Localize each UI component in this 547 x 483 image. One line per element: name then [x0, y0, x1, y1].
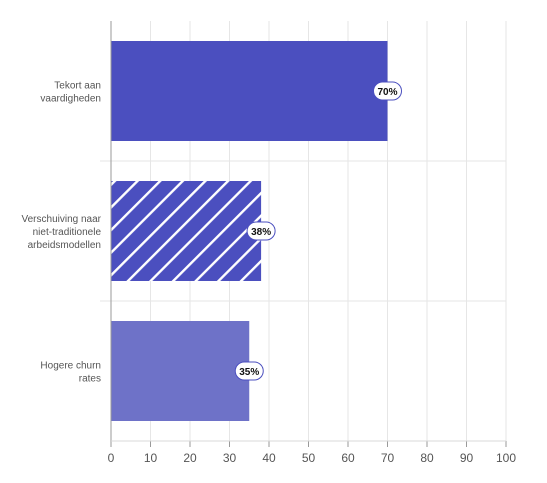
x-tick-label: 30	[223, 451, 237, 465]
bar	[111, 41, 388, 141]
category-label: Verschuiving naar niet-traditionele arbeid…	[22, 214, 102, 251]
x-tick-label: 20	[183, 451, 197, 465]
x-tick-label: 40	[262, 451, 276, 465]
x-tick-label: 90	[460, 451, 474, 465]
x-tick-label: 100	[496, 451, 516, 465]
x-tick-label: 60	[341, 451, 355, 465]
category-label: Hogere churn rates	[40, 361, 101, 385]
x-tick-label: 80	[420, 451, 434, 465]
bar	[111, 321, 250, 421]
data-label: 35%	[239, 367, 259, 378]
x-tick-label: 50	[302, 451, 316, 465]
data-label-pill	[246, 221, 276, 241]
axes: 0 10 20 30 40 50 60 70 80 90 100 Tekort aan vaardigh…	[22, 21, 516, 465]
category-label-line: Verschuiving naar	[22, 214, 102, 225]
bar	[111, 181, 262, 281]
data-label: 70%	[377, 87, 397, 98]
x-tick-label: 10	[144, 451, 158, 465]
category-label-line: rates	[79, 374, 101, 385]
category-label-line: niet-traditionele	[33, 227, 102, 238]
category-label-line: arbeidsmodellen	[28, 240, 101, 251]
category-label-line: Tekort aan	[54, 81, 101, 92]
category-label: Tekort aan vaardigheden	[40, 81, 101, 105]
data-label-pill	[373, 81, 402, 101]
data-label: 38%	[251, 227, 271, 238]
bars	[111, 41, 388, 421]
data-labels: 70% 38% 35%	[234, 81, 402, 381]
category-label-line: Hogere churn	[40, 361, 101, 372]
data-label-pill	[234, 361, 264, 381]
x-tick-label: 70	[381, 451, 395, 465]
category-label-line: vaardigheden	[40, 94, 101, 105]
category-separators	[100, 160, 506, 302]
x-tick-label: 0	[108, 451, 115, 465]
